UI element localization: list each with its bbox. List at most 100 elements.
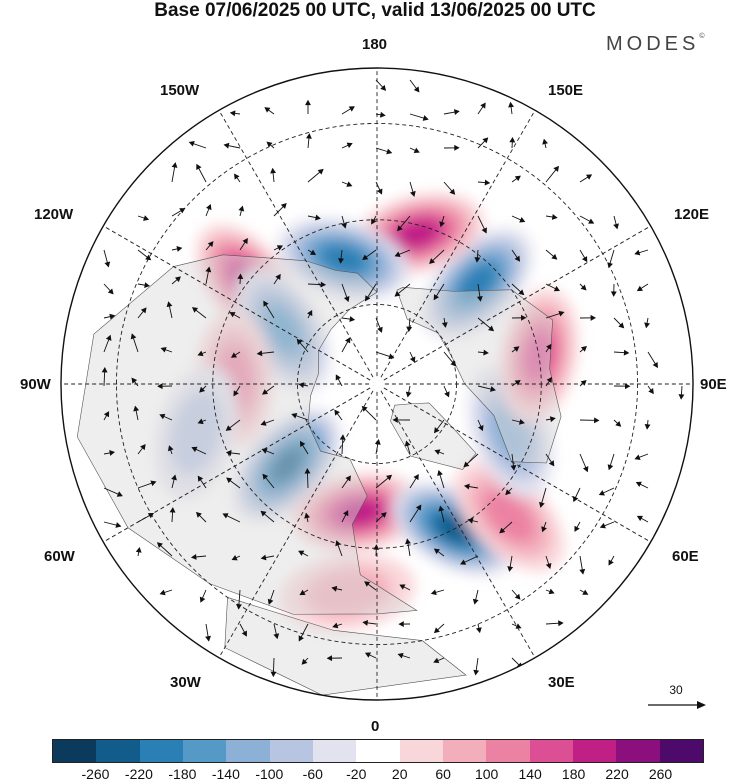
wind-arrowhead — [364, 581, 371, 587]
wind-arrowhead — [618, 322, 625, 329]
wind-arrowhead — [483, 349, 489, 356]
wind-arrowhead — [296, 338, 303, 345]
meridian-line — [380, 390, 536, 658]
wind-arrowhead — [305, 99, 311, 106]
wind-arrowhead — [588, 218, 595, 224]
wind-arrowhead — [326, 655, 333, 662]
colorbar-tick-label: 220 — [605, 766, 629, 782]
wind-arrowhead — [145, 254, 152, 261]
wind-arrowhead — [231, 555, 238, 561]
wind-arrowhead — [270, 167, 277, 174]
wind-arrowhead — [515, 623, 522, 629]
lon-label-150e: 150E — [548, 82, 584, 99]
wind-arrowhead — [433, 627, 440, 634]
lon-label-120e: 120E — [674, 206, 710, 223]
wind-arrowhead — [266, 141, 273, 148]
wind-arrowhead — [610, 291, 617, 297]
wind-arrowhead — [558, 620, 564, 627]
wind-arrowhead — [191, 307, 199, 313]
wind-arrowhead — [467, 517, 474, 524]
wind-arrowhead — [460, 559, 467, 565]
wind-arrowhead — [490, 386, 496, 392]
wind-arrowhead — [413, 147, 420, 153]
wind-arrowhead — [156, 542, 163, 548]
wind-vectors — [101, 79, 685, 678]
wind-arrowhead — [205, 266, 212, 273]
wind-arrowhead — [615, 420, 622, 427]
wind-arrowhead — [130, 333, 137, 340]
wind-arrowhead — [579, 568, 586, 575]
wind-arrowhead — [598, 490, 605, 496]
wind-arrowhead — [518, 419, 525, 425]
wind-arrowhead — [636, 285, 643, 292]
wind-arrowhead — [174, 276, 181, 283]
land-areas — [76, 254, 562, 696]
lon-label-60e: 60E — [672, 548, 699, 565]
wind-arrowhead — [256, 350, 263, 357]
wind-arrowhead — [514, 380, 521, 386]
wind-arrowhead — [307, 309, 313, 317]
wind-arrowhead — [519, 217, 526, 223]
wind-arrowhead — [476, 295, 483, 302]
polar-map[interactable] — [0, 0, 750, 735]
wind-arrowhead — [263, 300, 269, 307]
wind-arrowhead — [298, 550, 305, 556]
wind-arrowhead — [590, 314, 596, 321]
wind-arrowhead — [197, 350, 204, 357]
wind-arrowhead — [335, 374, 341, 381]
colorbar-segment — [356, 740, 400, 762]
wind-arrowhead — [422, 115, 429, 121]
wind-arrowhead — [229, 312, 236, 318]
wind-arrowhead — [275, 273, 281, 280]
wind-arrowhead — [551, 214, 558, 220]
wind-arrowhead — [397, 652, 404, 659]
wind-arrowhead — [635, 481, 642, 488]
wind-arrowhead — [299, 440, 306, 447]
colorbar-tick-label: -60 — [302, 766, 323, 782]
anomaly-blob — [170, 390, 223, 475]
wind-arrowhead — [434, 449, 441, 455]
lon-label-30w: 30W — [170, 674, 201, 691]
wind-arrowhead — [305, 133, 312, 139]
wind-arrowhead — [229, 110, 236, 117]
wind-arrowhead — [167, 445, 174, 452]
meridian-line — [380, 110, 536, 378]
wind-arrowhead — [478, 424, 484, 432]
wind-arrowhead — [388, 353, 395, 360]
meridian-line — [103, 387, 371, 543]
colorbar-tick-label: 20 — [391, 766, 408, 782]
wind-arrowhead — [317, 168, 324, 175]
wind-arrowhead — [594, 417, 600, 424]
wind-arrowhead — [542, 138, 548, 145]
wind-arrowhead — [197, 475, 204, 482]
wind-arrowhead — [298, 635, 304, 642]
lon-label-180: 180 — [362, 36, 388, 53]
colorbar-tick-label: 260 — [648, 766, 673, 782]
meridian-line — [218, 390, 374, 658]
wind-arrowhead — [298, 382, 305, 389]
wind-arrowhead — [546, 343, 552, 350]
colorbar-tick-label: -180 — [168, 766, 197, 782]
wind-arrowhead — [362, 619, 369, 626]
wind-arrowhead — [345, 475, 351, 482]
colorbar-tick-label: 180 — [561, 766, 586, 782]
wind-arrowhead — [549, 416, 556, 423]
wind-arrowhead — [346, 142, 353, 149]
wind-arrowhead — [105, 334, 112, 341]
colorbar-tick-label: -20 — [346, 766, 367, 782]
wind-arrowhead — [409, 356, 416, 363]
wind-arrowhead — [404, 440, 411, 447]
wind-arrowhead — [514, 255, 521, 262]
wind-arrowhead — [624, 383, 631, 390]
wind-arrowhead — [171, 474, 177, 481]
wind-arrowhead — [634, 454, 641, 460]
wind-arrowhead — [348, 106, 355, 112]
wind-arrowhead — [205, 635, 211, 642]
wind-arrowhead — [237, 273, 244, 280]
wind-arrowhead — [553, 285, 560, 292]
wind-arrowhead — [299, 589, 306, 596]
colorbar-segment — [442, 740, 487, 762]
wind-arrowhead — [133, 405, 140, 412]
map-boundary — [60, 67, 694, 701]
wind-arrowhead — [413, 86, 420, 93]
